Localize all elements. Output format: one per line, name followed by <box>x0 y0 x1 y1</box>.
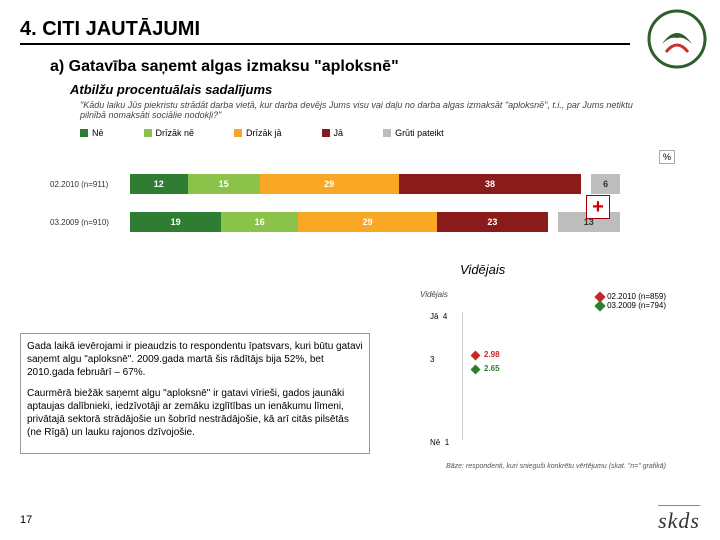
bar-segment: 19 <box>130 212 221 232</box>
legend-swatch <box>234 129 242 137</box>
legend-swatch <box>144 129 152 137</box>
bar-row: 02.2010 (n=911)12152938 6 <box>50 170 680 198</box>
scatter-base-note: Bāze: respondenti, kuri snieguši konkrēt… <box>446 463 666 470</box>
bar-segment: 16 <box>221 212 298 232</box>
bar-row-label: 03.2009 (n=910) <box>50 218 130 227</box>
footer-brand: skds <box>658 505 700 534</box>
legend-label: Drīzāk jā <box>246 128 282 138</box>
commentary-p1: Gada laikā ievērojami ir pieaudzis to re… <box>27 340 363 379</box>
legend-label: Jā <box>334 128 344 138</box>
scatter-legend-label: 02.2010 (n=859) <box>607 292 666 301</box>
y-tick: Jā 4 <box>430 312 447 321</box>
bar-segment: 23 <box>437 212 547 232</box>
question-title: a) Gatavība saņemt algas izmaksu "aploks… <box>50 58 399 76</box>
y-tick: 3 <box>430 355 434 364</box>
scatter-point-label: 2.98 <box>484 350 500 359</box>
stacked-bar: 12152938 6 <box>130 174 680 194</box>
legend-swatch <box>383 129 391 137</box>
page-number: 17 <box>20 514 32 526</box>
scatter-point <box>471 364 481 374</box>
scatter-legend: 02.2010 (n=859)03.2009 (n=794) <box>596 292 666 310</box>
scatter-legend-label: 03.2009 (n=794) <box>607 301 666 310</box>
scatter-point <box>471 350 481 360</box>
y-tick: Nē 1 <box>430 438 449 447</box>
legend-item: Grūti pateikt <box>383 128 444 138</box>
scatter-legend-item: 02.2010 (n=859) <box>596 292 666 301</box>
legend-item: Nē <box>80 128 104 138</box>
legend: Nē Drīzāk nē Drīzāk jā Jā Grūti pateikt <box>80 128 444 138</box>
scatter-point-label: 2.65 <box>484 364 500 373</box>
chart-caption: Atbilžu procentuālais sadalījums <box>70 82 272 97</box>
section-header: 4. CITI JAUTĀJUMI <box>20 18 630 45</box>
legend-label: Nē <box>92 128 104 138</box>
scatter-legend-item: 03.2009 (n=794) <box>596 301 666 310</box>
bar-row-label: 02.2010 (n=911) <box>50 180 130 189</box>
section-title: 4. CITI JAUTĀJUMI <box>20 18 630 41</box>
commentary-p2: Caurmērā biežāk saņemt algu "aploksnē" i… <box>27 387 363 439</box>
question-text: "Kādu laiku Jūs piekristu strādāt darba … <box>80 100 640 120</box>
legend-item: Jā <box>322 128 344 138</box>
mean-scatter-chart: Vidējais Jā 4 3 Nē 1 02.2010 (n=859)03.2… <box>390 290 670 470</box>
bar-segment: 29 <box>298 212 437 232</box>
y-axis-line <box>462 312 463 440</box>
bar-segment: 29 <box>260 174 399 194</box>
legend-item: Drīzāk jā <box>234 128 282 138</box>
bar-segment: 15 <box>188 174 260 194</box>
plus-icon: + <box>586 195 610 219</box>
bar-segment: 12 <box>130 174 188 194</box>
legend-swatch <box>322 129 330 137</box>
commentary-box: Gada laikā ievērojami ir pieaudzis to re… <box>20 333 370 454</box>
legend-item: Drīzāk nē <box>144 128 195 138</box>
bar-segment: 6 <box>591 174 620 194</box>
scatter-caption: Vidējais <box>460 262 505 277</box>
org-logo-icon <box>642 4 712 74</box>
percent-symbol: % <box>659 150 675 164</box>
y-axis-label-top: Vidējais <box>420 290 448 299</box>
scatter-legend-swatch <box>594 300 605 311</box>
legend-swatch <box>80 129 88 137</box>
legend-label: Drīzāk nē <box>156 128 195 138</box>
bar-segment: 38 <box>399 174 581 194</box>
legend-label: Grūti pateikt <box>395 128 444 138</box>
